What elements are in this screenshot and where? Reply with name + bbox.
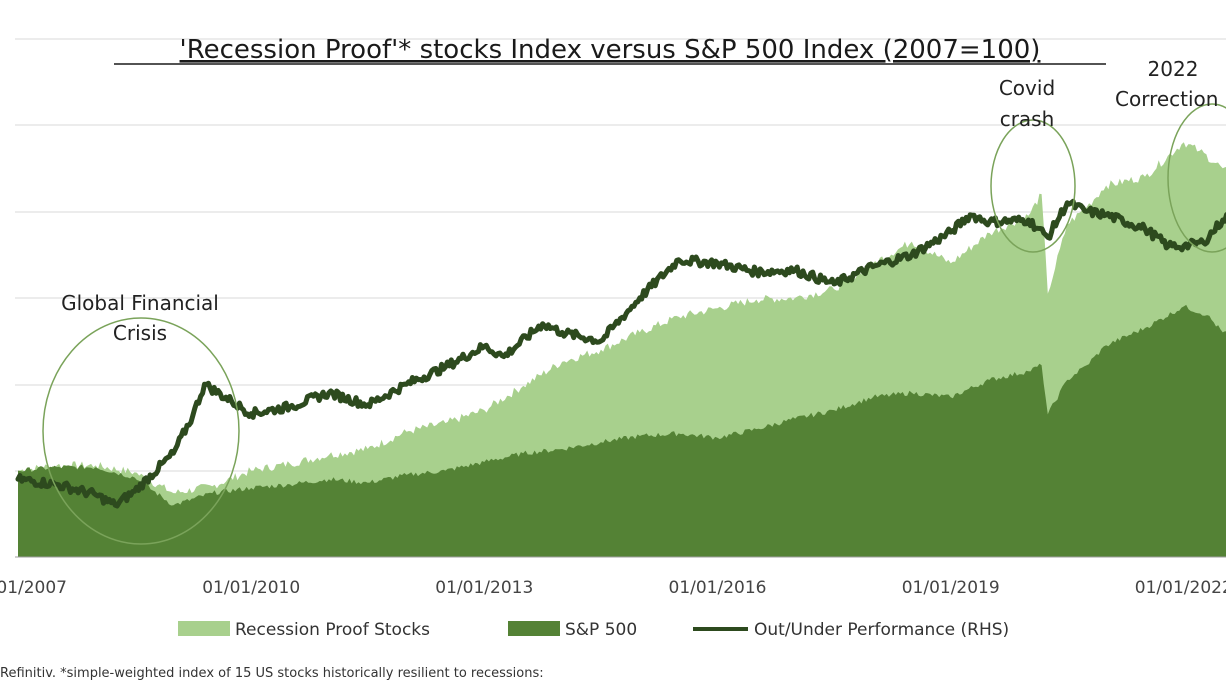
correction-highlight-circle xyxy=(1167,103,1226,253)
x-tick-labels: 01/01/2007 01/01/2010 01/01/2013 01/01/2016… xyxy=(0,578,1226,598)
sp500-area xyxy=(18,304,1226,557)
legend-label-recession-proof: Recession Proof Stocks xyxy=(235,620,430,640)
legend-label-sp500: S&P 500 xyxy=(565,620,637,640)
legend-swatch-recession-proof xyxy=(178,621,230,636)
gfc-highlight-circle xyxy=(42,317,240,545)
legend-swatch-sp500 xyxy=(508,621,560,636)
legend: Recession Proof Stocks S&P 500 Out/Under… xyxy=(178,620,1009,640)
covid-highlight-circle xyxy=(990,119,1076,253)
chart-title: 'Recession Proof'* stocks Index versus S… xyxy=(180,35,1041,65)
out-under-performance-line xyxy=(15,198,1226,509)
source-footnote: Refinitiv. *simple-weighted index of 15 … xyxy=(0,666,544,681)
covid-annotation-line2: crash xyxy=(1000,107,1055,131)
x-tick-label: 01/01/2007 xyxy=(0,578,67,598)
x-tick-label: 01/01/2013 xyxy=(435,578,533,598)
x-tick-label: 01/01/2022 xyxy=(1135,578,1226,598)
x-tick-label: 01/01/2010 xyxy=(202,578,300,598)
gfc-annotation-line1: Global Financial xyxy=(61,291,219,315)
x-tick-label: 01/01/2016 xyxy=(669,578,767,598)
correction-annotation-line1: 2022 xyxy=(1148,57,1199,81)
legend-label-performance: Out/Under Performance (RHS) xyxy=(754,620,1009,640)
x-tick-label: 01/01/2019 xyxy=(902,578,1000,598)
covid-annotation-line1: Covid xyxy=(999,76,1055,100)
gfc-annotation-line2: Crisis xyxy=(113,321,167,345)
correction-annotation-line2: Correction xyxy=(1115,87,1218,111)
